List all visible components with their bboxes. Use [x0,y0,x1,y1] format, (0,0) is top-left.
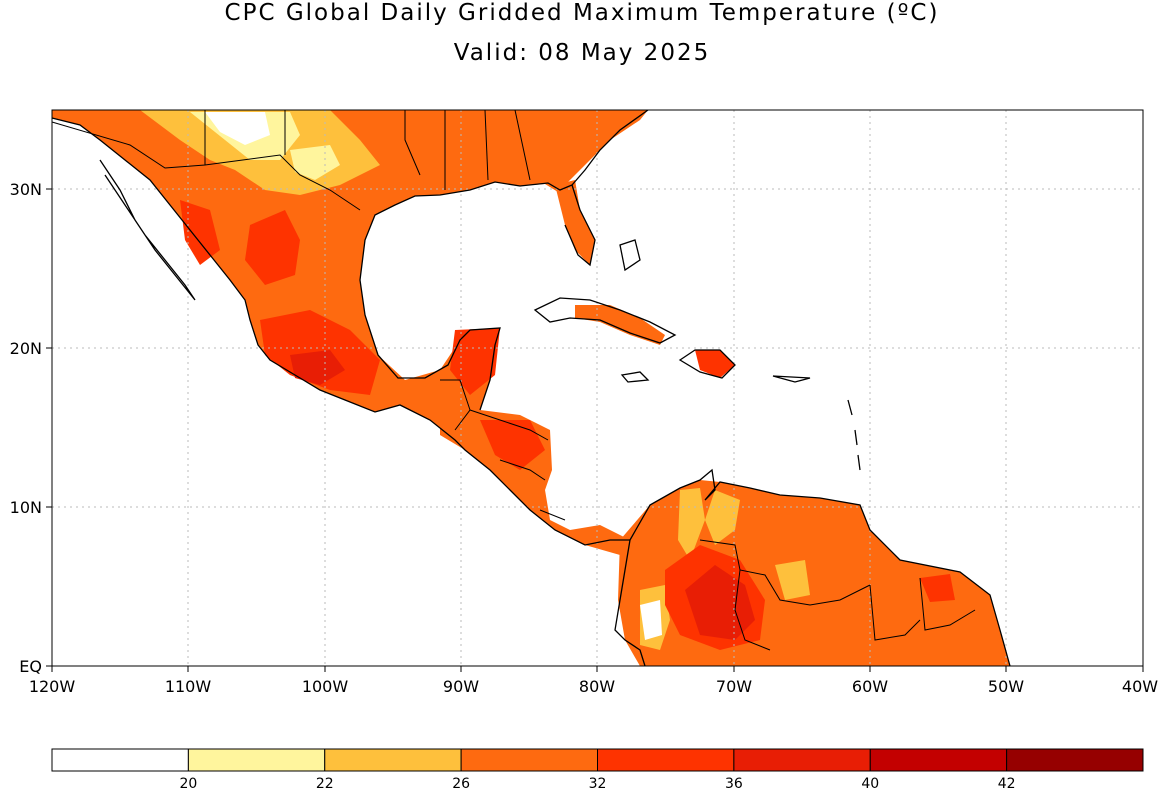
temp-cool-pocket-4 [290,145,340,180]
temp-region-north [52,110,648,440]
temp-warm-pocket-8 [685,565,755,640]
colorbar-swatch-4 [597,748,735,772]
colorbar-label: 20 [179,776,197,790]
y-tick-10n: 10N [10,498,42,517]
x-tick-120w: 120W [29,677,76,696]
colorbar-label: 36 [725,776,743,790]
x-tick-60w: 60W [852,677,888,696]
temp-warm-pocket-9 [920,574,955,602]
x-tick-100w: 100W [302,677,349,696]
x-tick-90w: 90W [443,677,479,696]
temp-warm-pocket-5 [450,328,500,395]
colorbar-swatch-5 [733,748,871,772]
temp-warm-pocket-4 [180,200,220,265]
colorbar-label: 32 [589,776,607,790]
map-gridlines [52,110,1143,666]
temp-region-cuba [575,305,665,345]
y-tick-20n: 20N [10,339,42,358]
country-borders [51,109,976,651]
colorbar-swatch-6 [869,748,1008,772]
colorbar: 20 22 26 32 36 40 42 [51,748,1144,790]
temperature-field [52,110,1010,666]
temp-warm-pocket-1 [245,210,300,285]
temp-cool-pocket-6 [640,600,662,640]
colorbar-swatch-0 [51,748,189,772]
y-tick-30n: 30N [10,180,42,199]
map-title: CPC Global Daily Gridded Maximum Tempera… [224,0,940,26]
colorbar-swatch-1 [187,748,326,772]
colorbar-swatch-2 [324,748,462,772]
y-tick-eq: EQ [19,657,42,676]
temp-cool-pocket-8 [705,490,740,545]
y-axis-labels: EQ 10N 20N 30N [10,180,42,676]
temp-warm-pocket-6 [480,420,545,470]
colorbar-swatch-7 [1006,748,1144,772]
temp-region-hispaniola [695,350,735,378]
x-tick-70w: 70W [716,677,752,696]
x-tick-40w: 40W [1122,677,1158,696]
colorbar-label: 22 [316,776,334,790]
temp-region-florida [555,180,595,265]
x-axis-labels: 120W 110W 100W 90W 80W 70W 60W 50W 40W [29,677,1158,696]
colorbar-swatch-3 [460,748,598,772]
x-tick-80w: 80W [579,677,615,696]
valid-date: Valid: 08 May 2025 [453,40,711,66]
colorbar-label: 26 [452,776,470,790]
temp-warm-pocket-3 [290,350,345,385]
x-tick-50w: 50W [988,677,1024,696]
axis-ticks [46,188,1144,672]
colorbar-label: 42 [998,776,1016,790]
temp-cool-pocket-7 [678,488,705,560]
temp-cool-pocket-3 [205,112,270,145]
temp-region-central-america [440,410,630,555]
temp-cool-pocket-9 [775,560,810,600]
x-tick-110w: 110W [165,677,212,696]
colorbar-label: 40 [861,776,879,790]
coastlines [51,109,1011,667]
